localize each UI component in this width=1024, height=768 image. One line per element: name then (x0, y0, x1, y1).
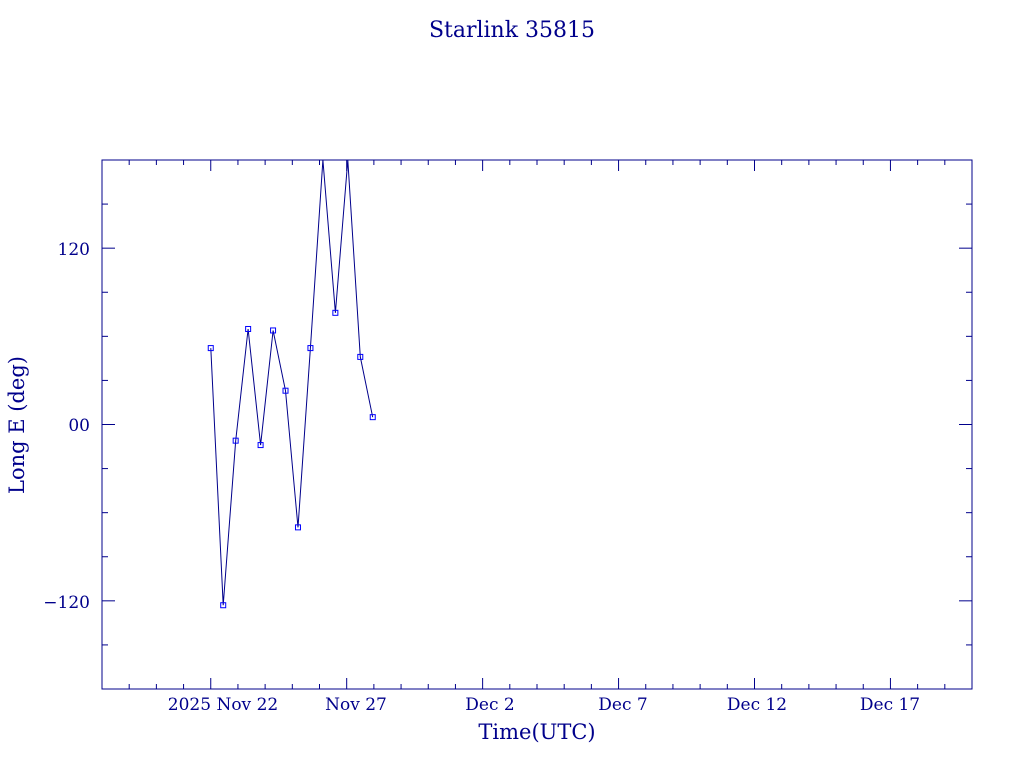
axis-ticks (101, 159, 973, 690)
x-tick-label-3: Dec 7 (598, 695, 647, 715)
data-point (270, 327, 277, 334)
data-point (307, 345, 314, 352)
data-point (207, 345, 214, 352)
data-point (245, 325, 252, 332)
data-point (282, 387, 289, 394)
x-tick-label-0: 2025 Nov 22 (168, 695, 278, 715)
x-tick-label-2: Dec 2 (465, 695, 514, 715)
y-tick-label-1: 00 (68, 416, 90, 436)
chart-title: Starlink 35815 (429, 18, 595, 43)
series-line-0 (210, 159, 374, 606)
data-point (369, 414, 376, 421)
data-point (294, 524, 301, 531)
data-point (357, 353, 364, 360)
y-tick-label-0: −120 (43, 593, 90, 613)
x-tick-label-5: Dec 17 (860, 695, 920, 715)
x-tick-label-1: Nov 27 (325, 695, 387, 715)
data-point (332, 309, 339, 316)
y-axis-label: Long E (deg) (5, 356, 29, 494)
x-tick-label-4: Dec 12 (727, 695, 787, 715)
plot-frame (101, 159, 973, 690)
data-point (257, 442, 264, 449)
series-group (207, 159, 376, 609)
data-point (220, 602, 227, 609)
x-axis-label: Time(UTC) (478, 720, 595, 744)
y-tick-label-2: 120 (58, 240, 90, 260)
plot-area (101, 159, 973, 690)
data-point (232, 437, 239, 444)
